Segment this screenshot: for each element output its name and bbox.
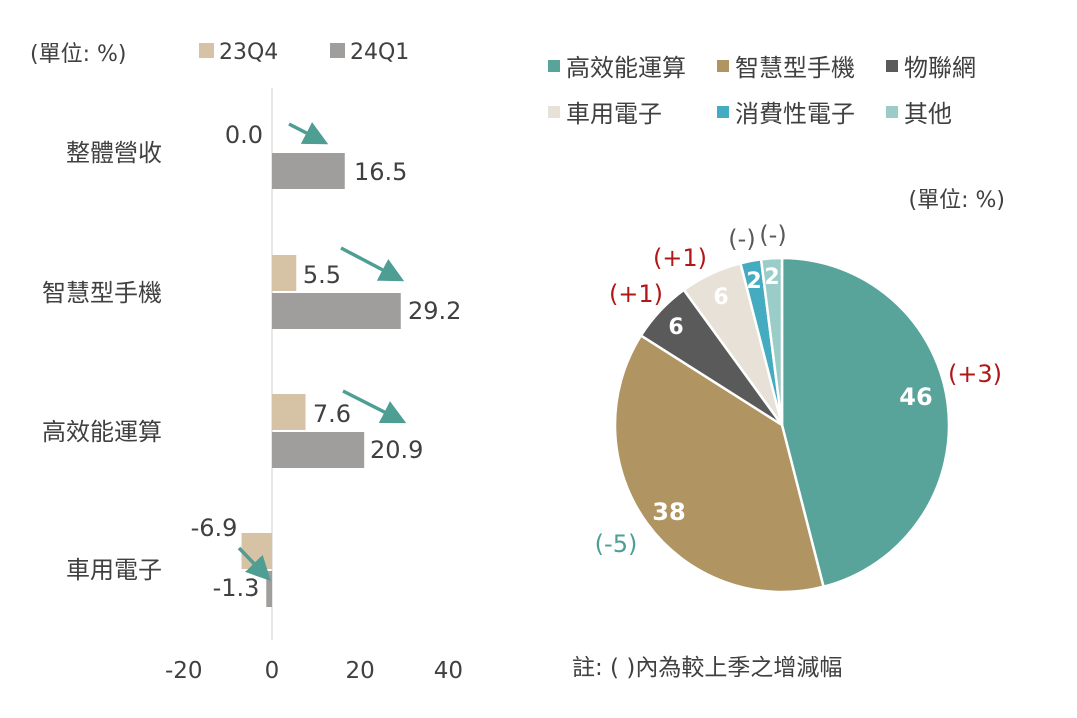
pie-slice [613,333,826,594]
bar-value-label: 0.0 [225,121,263,149]
pie-legend-swatch [548,106,560,118]
pie-change-label: (+1) [609,280,663,308]
pie-value-label: 6 [713,285,728,310]
pie-value-label: 2 [746,269,761,294]
legend-swatch-23q4 [199,43,214,58]
bar-value-label: 20.9 [370,436,423,464]
trend-arrow [340,246,405,282]
x-tick-label: 40 [434,658,463,684]
x-tick-label: 0 [265,658,280,684]
pie-change-label: (-) [759,221,786,249]
pie-unit-label: (單位: %) [909,188,1005,213]
pie-legend-swatch [886,60,898,72]
bar-value-label: 5.5 [303,261,341,289]
bar-24q1 [272,153,345,189]
bar-value-label: -1.3 [213,574,260,602]
bar-24q1 [272,432,365,468]
pie-legend-label: 物聯網 [904,54,976,82]
x-tick-label: 20 [346,658,375,684]
bar-23q4 [272,394,306,430]
pie-legend-swatch [717,60,729,72]
pie-value-label: 6 [668,315,683,340]
pie-value-label: 46 [899,383,932,411]
bar-value-label: 7.6 [313,400,351,428]
category-label: 智慧型手機 [42,279,162,307]
pie-value-label: 2 [764,265,779,290]
pie-legend-label: 其他 [904,100,952,128]
bar-24q1 [266,571,272,607]
bar-23q4 [241,533,272,569]
pie-legend-swatch [717,106,729,118]
trend-arrow [342,389,407,424]
legend-label-24q1: 24Q1 [350,40,409,65]
bar-value-label: -6.9 [191,514,238,542]
trend-arrow [288,122,329,145]
pie-legend-swatch [548,60,560,72]
pie-marks: 46(+3)38(-5)6(+1) 6(+1)2(-)2(-) [595,221,1002,594]
pie-slice [759,256,784,426]
pie-change-label: (-5) [595,530,638,558]
pie-note: 註: ( )內為較上季之增減幅 [572,655,842,681]
category-label: 車用電子 [66,556,162,584]
pie-change-label: (+3) [948,360,1002,388]
category-label: 高效能運算 [42,418,162,446]
pie-legend-label: 車用電子 [566,100,662,128]
pie-legend-label: 智慧型手機 [735,54,855,82]
bar-23q4 [272,255,297,291]
bar-value-label: 29.2 [408,297,461,325]
bar-value-label: 16.5 [354,158,407,186]
pie-legend-label: 高效能運算 [566,54,686,82]
x-tick-label: -20 [165,658,203,684]
legend-label-23q4: 23Q4 [219,40,278,65]
pie-change-label: (-) [728,225,755,253]
bar-unit-label: (單位: %) [30,42,126,67]
bar-24q1 [272,293,401,329]
legend-swatch-24q1 [330,43,345,58]
pie-legend-swatch [886,106,898,118]
pie-change-label: (+1) [653,244,707,272]
category-label: 整體營收 [66,139,162,167]
pie-legend-label: 消費性電子 [735,100,855,128]
pie-slice [780,256,951,589]
trend-arrow [237,546,271,582]
pie-value-label: 38 [652,498,685,526]
